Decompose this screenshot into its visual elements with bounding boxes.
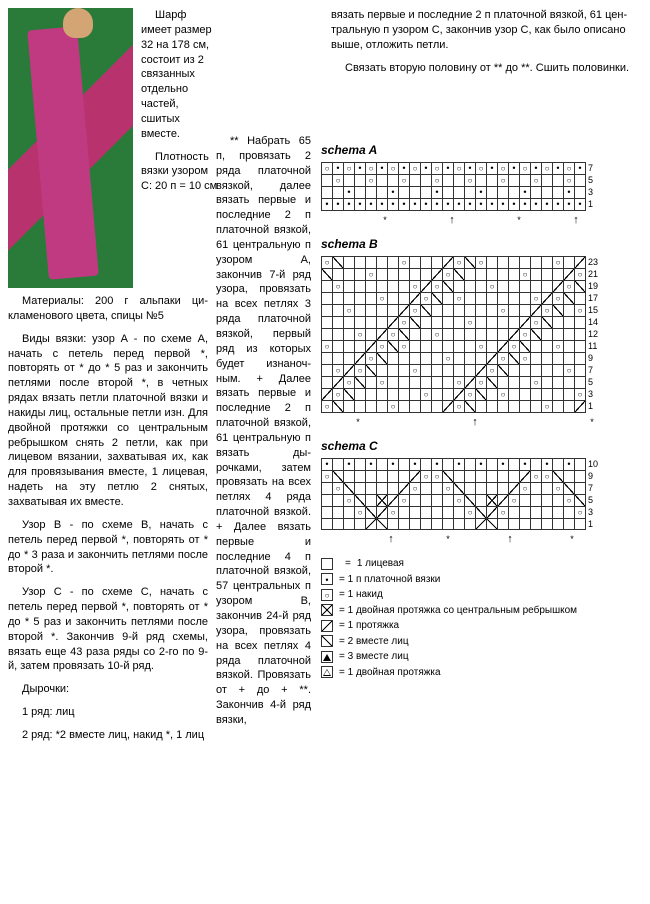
legend-6: = 2 вместе лиц — [339, 635, 409, 649]
pattern-a: Виды вязки: узор А - по схе­ме А, начать… — [8, 332, 208, 510]
schema-a-axis: * ↑ * ↑ — [321, 213, 611, 228]
holes-heading: Дырочки: — [8, 682, 208, 697]
pattern-b: Узор В - по схеме В, начать с петель пер… — [8, 518, 208, 577]
schema-b-label: schema B — [321, 236, 636, 252]
legend-1: 1 лицевая — [357, 557, 404, 571]
right-column: schema A 7531 * ↑ * ↑ schema B 232119171… — [321, 134, 636, 751]
materials: Материалы: 200 г альпаки ци­кламенового … — [8, 294, 208, 324]
schema-c-chart: 1097531 — [321, 458, 636, 530]
legend-7: = 3 вместе лиц — [339, 650, 409, 664]
top-r2: Связать вторую половину от ** до **. Сши… — [331, 61, 636, 76]
middle-column: ** Набрать 65 п, провязать 2 ряда платоч… — [216, 134, 311, 751]
mid-instructions: ** Набрать 65 п, провязать 2 ряда платоч… — [216, 134, 311, 728]
schema-a-chart: 7531 — [321, 162, 636, 211]
model-photo — [8, 8, 133, 288]
legend-8: = 1 двойная протяжка — [339, 666, 441, 680]
schema-b-chart: 232119171514121197531 — [321, 256, 636, 413]
schema-b-axis: * ↑ * — [321, 415, 611, 430]
pattern-c: Узор С - по схеме С, начать с петель пер… — [8, 585, 208, 674]
schema-a-label: schema A — [321, 142, 636, 158]
stitch-legend: =1 лицевая = 1 п платочной вязки = 1 нак… — [321, 557, 636, 679]
legend-5: = 1 протяжка — [339, 619, 399, 633]
legend-2: = 1 п платочной вязки — [339, 573, 440, 587]
legend-4: = 1 двойная протяжка со центральным ребр… — [339, 604, 577, 618]
top-r1: вязать первые и последние 2 п платочной … — [331, 8, 636, 53]
holes-r2: 2 ряд: *2 вместе лиц, накид *, 1 лиц — [8, 728, 208, 743]
holes-r1: 1 ряд: лиц — [8, 705, 208, 720]
schema-c-label: schema C — [321, 438, 636, 454]
schema-c-axis: ↑ * ↑ * — [321, 532, 611, 547]
legend-3: = 1 накид — [339, 588, 383, 602]
